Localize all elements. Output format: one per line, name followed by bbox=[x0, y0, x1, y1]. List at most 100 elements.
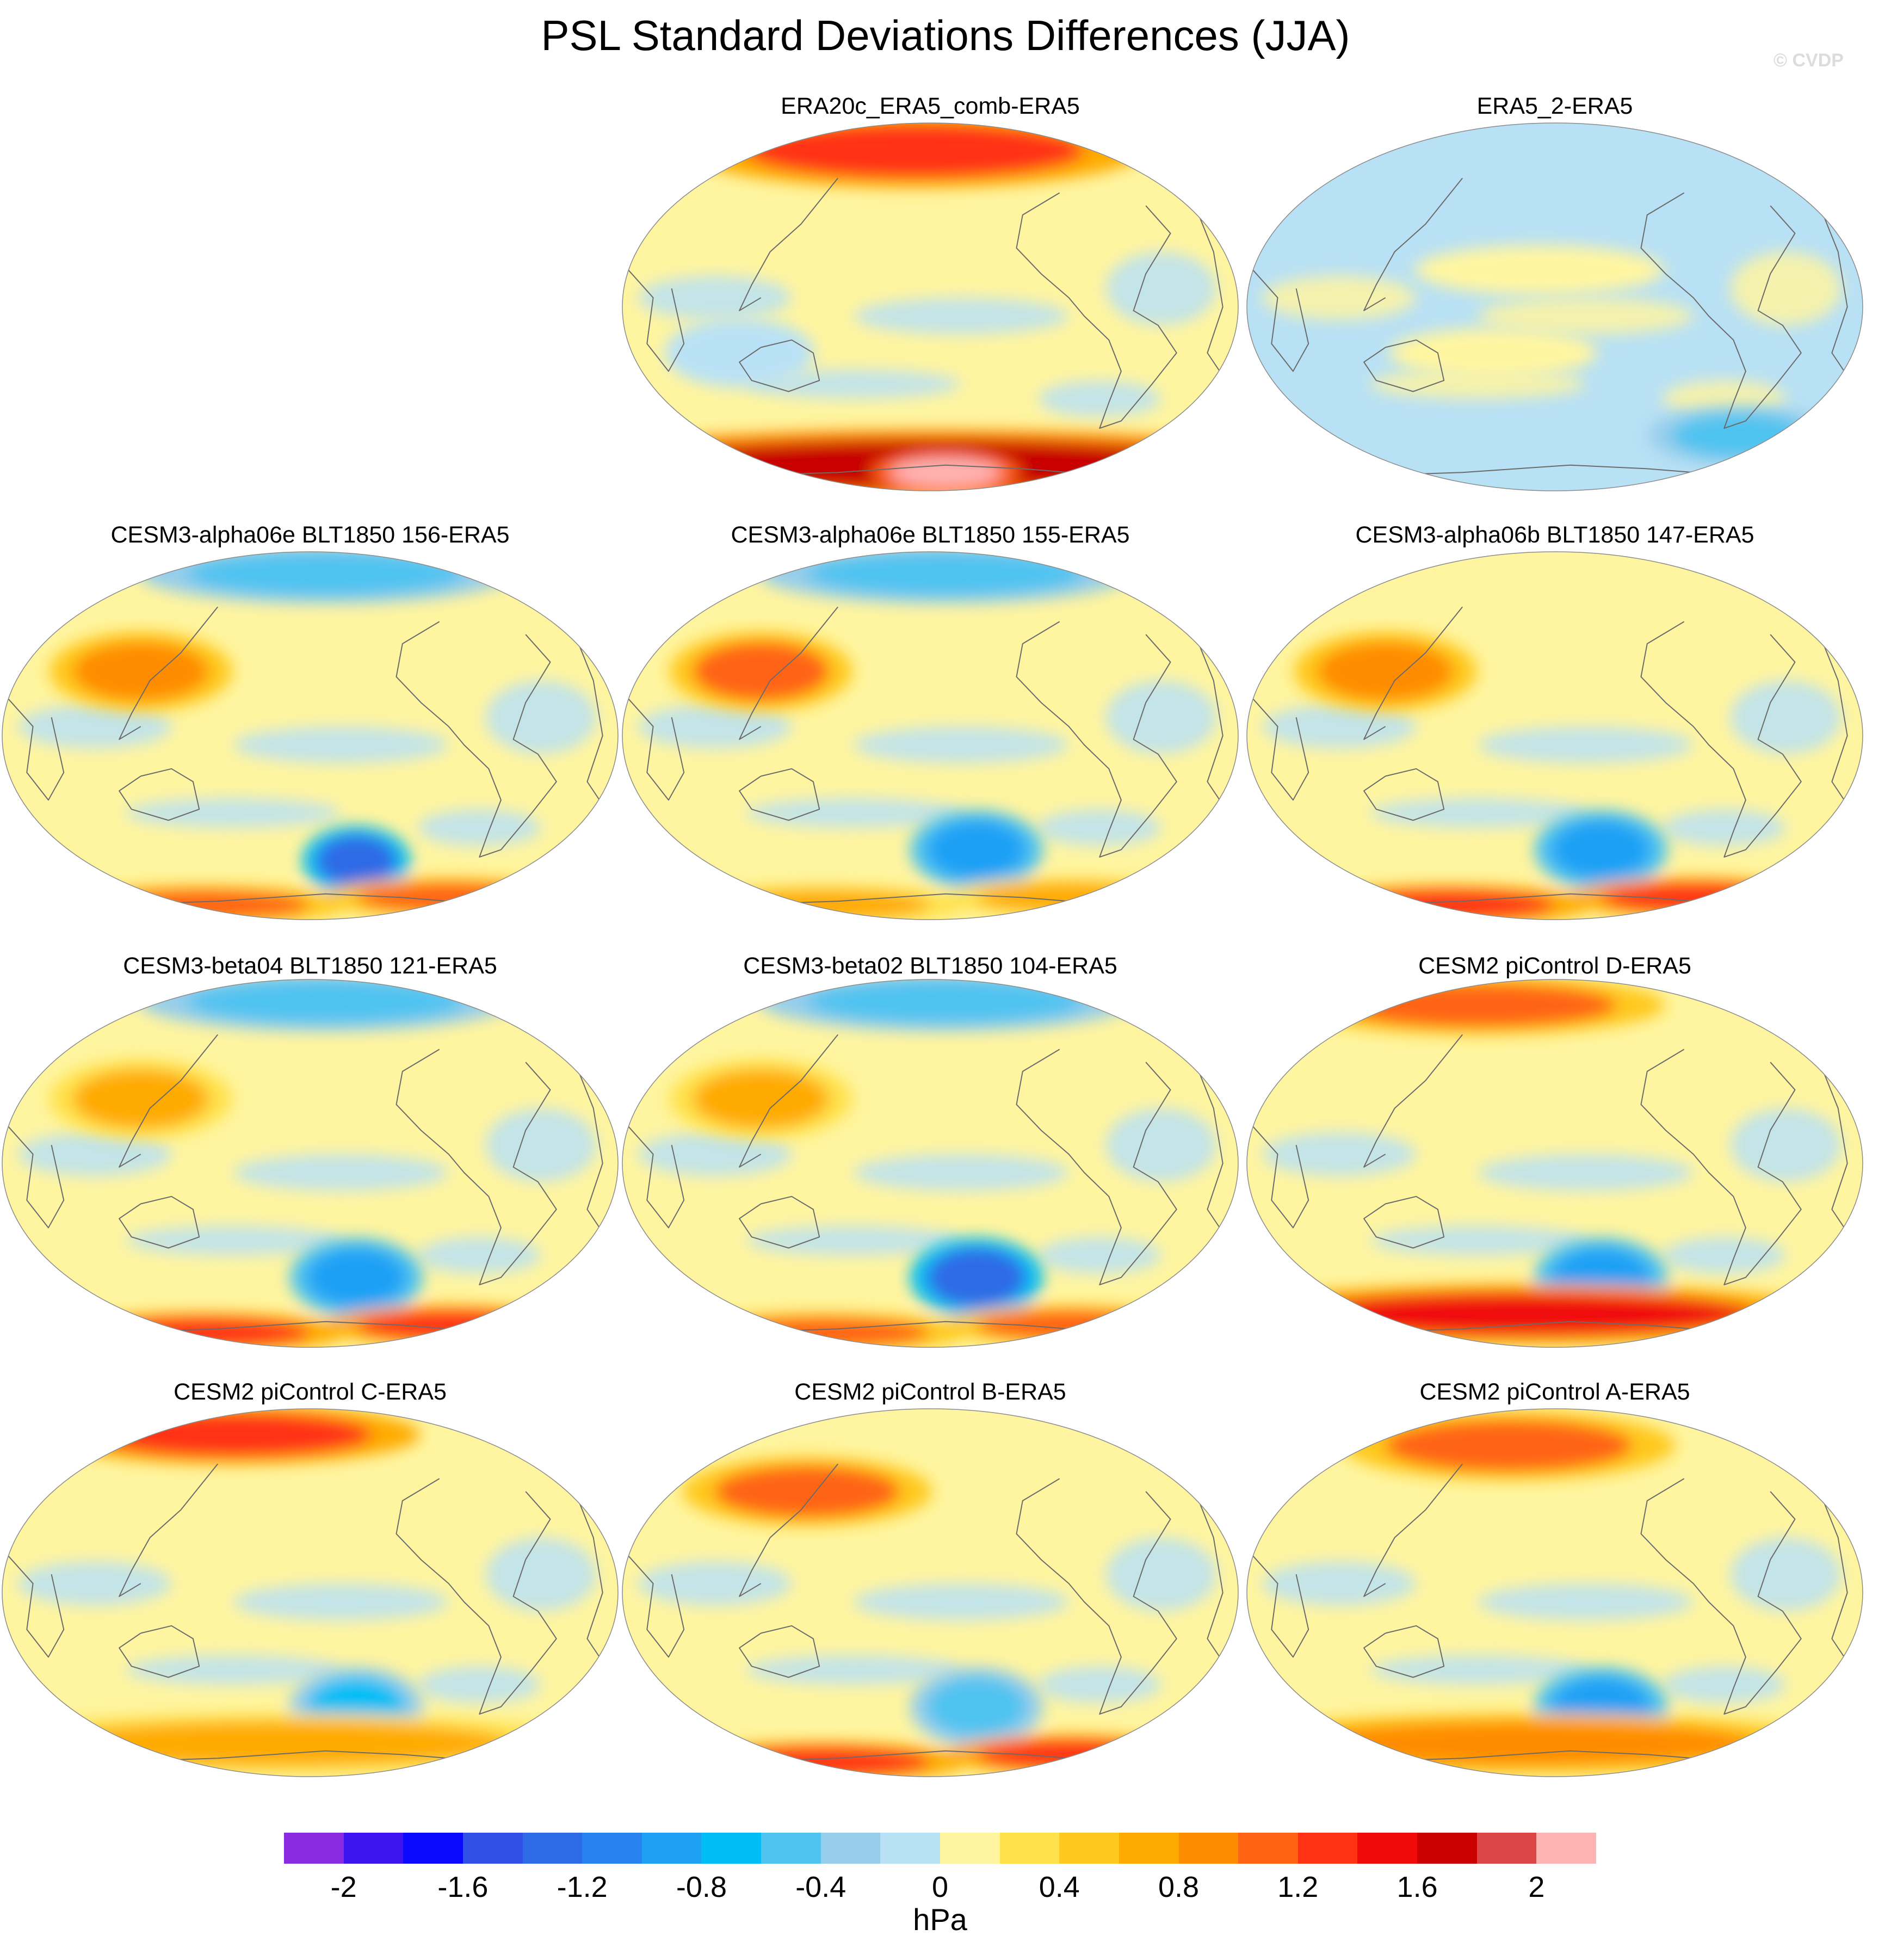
figure-title: PSL Standard Deviations Differences (JJA… bbox=[541, 11, 1350, 59]
texture-band bbox=[1478, 1154, 1694, 1191]
colorbar-swatch bbox=[582, 1833, 642, 1864]
coastline bbox=[739, 339, 820, 392]
anomaly-core bbox=[356, 883, 541, 913]
texture-band bbox=[17, 704, 172, 749]
coastline bbox=[574, 1491, 607, 1667]
texture-band bbox=[17, 1561, 172, 1606]
anomaly-core bbox=[714, 1747, 930, 1777]
map-panel bbox=[1246, 551, 1863, 920]
texture-band bbox=[853, 1583, 1069, 1620]
anomaly-core bbox=[1447, 251, 1632, 289]
map-outline bbox=[1246, 979, 1863, 1348]
colorbar-tick-label: 0.4 bbox=[1039, 1871, 1080, 1903]
texture-band bbox=[638, 1561, 792, 1606]
texture-band bbox=[1663, 1666, 1786, 1703]
anomaly-core bbox=[1552, 820, 1651, 879]
texture-band bbox=[1262, 275, 1417, 320]
anomaly-core bbox=[714, 1465, 900, 1518]
texture-band bbox=[1730, 251, 1841, 325]
anomaly-core bbox=[976, 1740, 1161, 1770]
colorbar-swatch bbox=[1118, 1833, 1179, 1864]
coastline bbox=[1355, 1321, 1740, 1333]
texture-band bbox=[1038, 380, 1161, 417]
texture-band bbox=[1370, 369, 1586, 399]
texture-band bbox=[1262, 704, 1417, 749]
texture-band bbox=[17, 1132, 172, 1176]
texture-band bbox=[233, 1154, 449, 1191]
coastline bbox=[739, 1625, 820, 1678]
coastline bbox=[574, 1062, 607, 1237]
texture-band bbox=[1370, 1225, 1586, 1255]
colorbar-swatch bbox=[284, 1833, 344, 1864]
anomaly-core bbox=[187, 979, 464, 1024]
coastline bbox=[739, 177, 838, 311]
texture-band bbox=[1478, 726, 1694, 763]
colorbar-swatch bbox=[522, 1833, 583, 1864]
texture-band bbox=[1105, 251, 1217, 325]
panel-title: CESM3-alpha06b BLT1850 147-ERA5 bbox=[1355, 522, 1754, 548]
texture-band bbox=[1105, 1537, 1217, 1611]
coastline bbox=[739, 1463, 838, 1597]
coastline bbox=[119, 1195, 200, 1249]
coastline bbox=[1640, 621, 1802, 858]
map-panel bbox=[2, 1408, 619, 1777]
coastline bbox=[739, 606, 838, 740]
colorbar-tick-label: 1.2 bbox=[1277, 1871, 1319, 1903]
colorbar-tick-label: 2 bbox=[1528, 1871, 1545, 1903]
colorbar-tick-label: 0 bbox=[931, 1871, 949, 1903]
texture-band bbox=[1038, 809, 1161, 846]
texture-band bbox=[1105, 1108, 1217, 1182]
map-outline bbox=[1246, 551, 1863, 920]
map-panel bbox=[622, 979, 1239, 1348]
anomaly-core bbox=[94, 890, 310, 920]
anomaly-core bbox=[807, 979, 1084, 1024]
colorbar-tick-label: -2 bbox=[330, 1871, 357, 1903]
anomaly-core bbox=[714, 890, 930, 920]
coastline bbox=[110, 1750, 495, 1762]
colorbar-swatch bbox=[1357, 1833, 1418, 1864]
panel-title: CESM3-beta02 BLT1850 104-ERA5 bbox=[743, 953, 1117, 979]
coastline bbox=[628, 1555, 685, 1658]
coastline bbox=[1252, 698, 1309, 801]
coastline bbox=[395, 621, 557, 858]
texture-band bbox=[745, 798, 961, 828]
colorbar-swatch bbox=[403, 1833, 464, 1864]
anomaly-core bbox=[976, 883, 1161, 913]
texture-band bbox=[1478, 1583, 1694, 1620]
texture-band bbox=[853, 1154, 1069, 1191]
map-outline bbox=[622, 551, 1239, 920]
colorbar-swatch bbox=[1476, 1833, 1537, 1864]
texture-band bbox=[1730, 1108, 1841, 1182]
colorbar-swatch bbox=[820, 1833, 881, 1864]
texture-band bbox=[1370, 1655, 1586, 1685]
panel-title: CESM2 piControl A-ERA5 bbox=[1419, 1379, 1690, 1405]
colorbar-tick-label: -0.8 bbox=[676, 1871, 727, 1903]
panel-title: ERA5_2-ERA5 bbox=[1476, 93, 1633, 119]
map-panel bbox=[1246, 1408, 1863, 1777]
coastline bbox=[1252, 269, 1309, 372]
colorbar-swatch bbox=[940, 1833, 1000, 1864]
colorbar-tick-label: 1.6 bbox=[1396, 1871, 1438, 1903]
coastline bbox=[1640, 192, 1802, 429]
anomaly-core bbox=[1385, 1420, 1632, 1471]
colorbar-swatch bbox=[1297, 1833, 1358, 1864]
coastline bbox=[1363, 1625, 1445, 1678]
coastline bbox=[8, 698, 65, 801]
texture-band bbox=[485, 1537, 597, 1611]
colorbar-swatch bbox=[641, 1833, 702, 1864]
coastline bbox=[1363, 1034, 1463, 1168]
colorbar-tick-label: 0.8 bbox=[1158, 1871, 1200, 1903]
texture-band bbox=[638, 1132, 792, 1176]
map-outline bbox=[2, 1408, 619, 1777]
texture-band bbox=[1478, 298, 1694, 335]
anomaly-core bbox=[316, 835, 397, 887]
map-panel bbox=[622, 122, 1239, 491]
map-outline bbox=[622, 979, 1239, 1348]
panel-title: CESM3-alpha06e BLT1850 155-ERA5 bbox=[731, 522, 1130, 548]
map-outline bbox=[2, 551, 619, 920]
coastline bbox=[8, 1555, 65, 1658]
texture-band bbox=[485, 680, 597, 754]
map-outline bbox=[1246, 1408, 1863, 1777]
coastline bbox=[1355, 893, 1740, 905]
coastline bbox=[110, 893, 495, 905]
